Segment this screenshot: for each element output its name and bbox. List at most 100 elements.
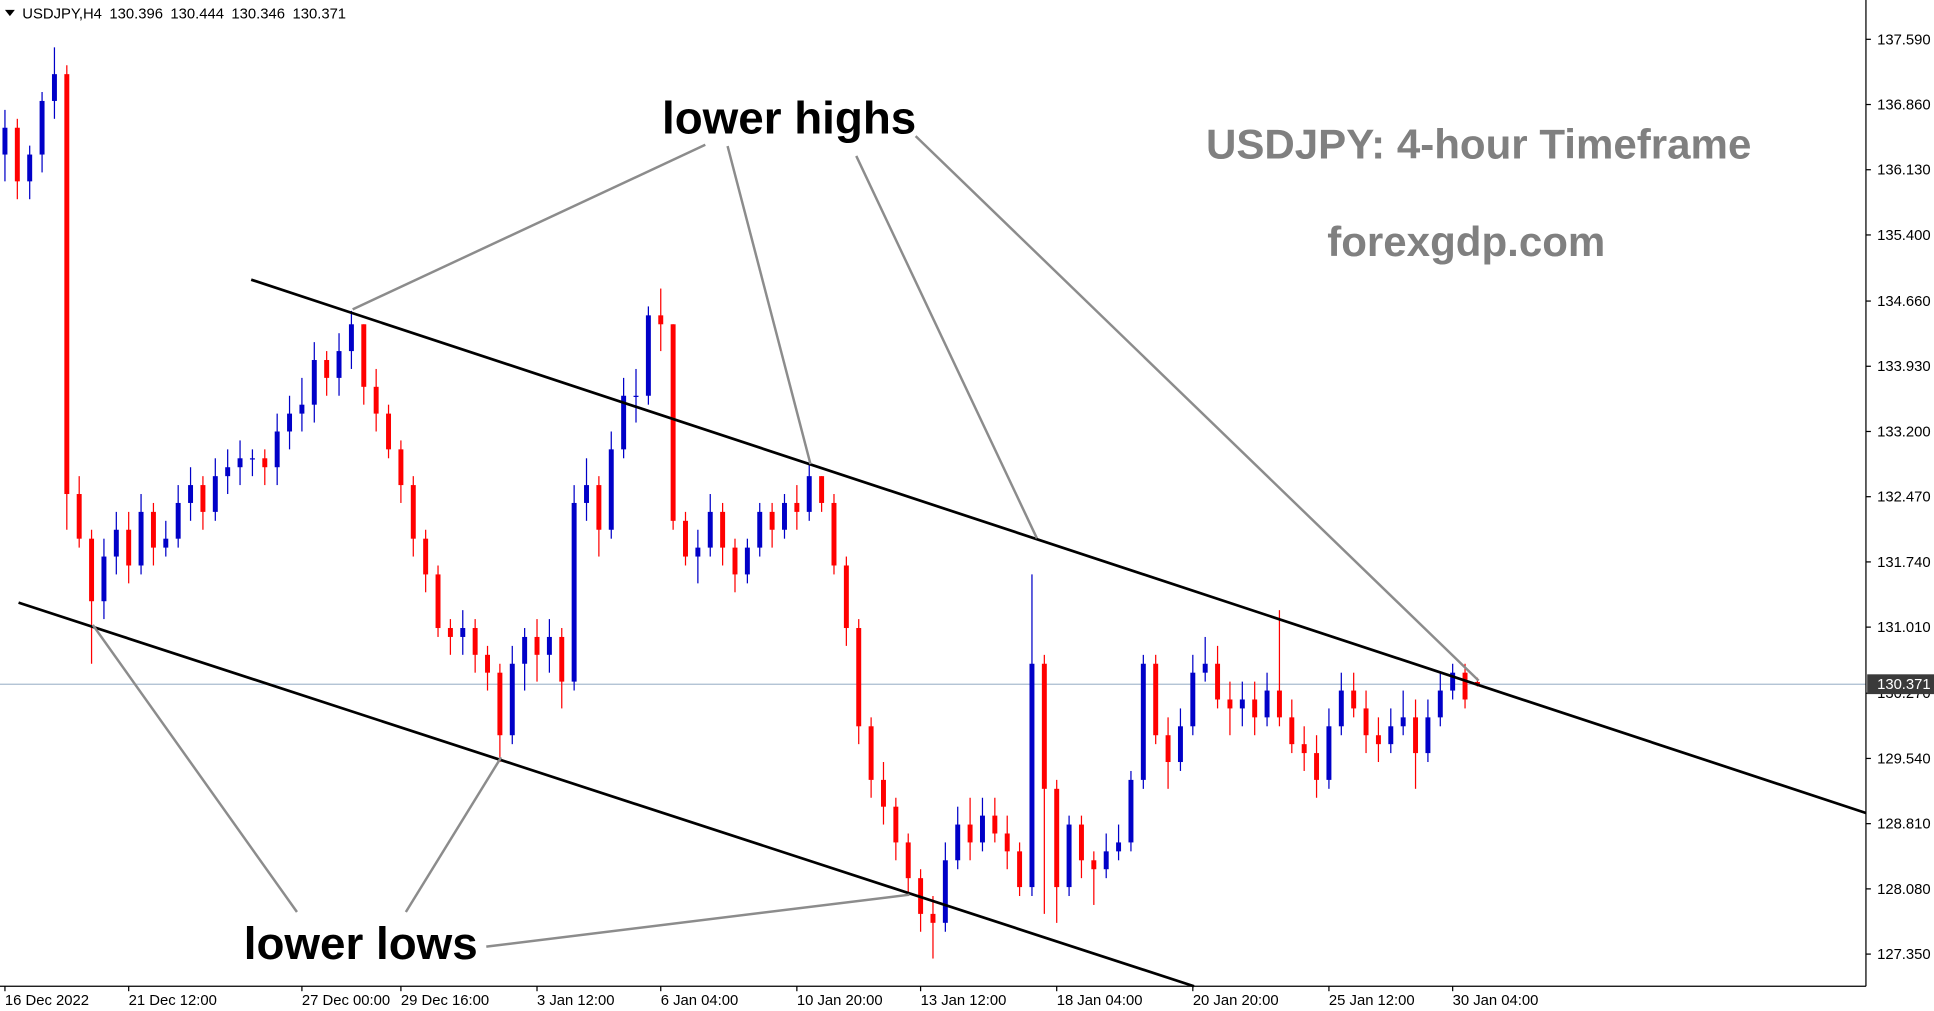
candle-body xyxy=(856,628,862,727)
candle-body xyxy=(930,913,936,923)
pointer-line xyxy=(486,893,910,948)
candle-body xyxy=(794,502,800,512)
header-value: 130.346 xyxy=(231,7,285,23)
candle-body xyxy=(1004,833,1010,852)
pointer-line xyxy=(352,143,706,311)
candle-body xyxy=(1140,663,1146,780)
candle-body xyxy=(942,860,948,923)
candle-body xyxy=(1252,699,1258,718)
candle-body xyxy=(1202,663,1208,673)
price-label-bg xyxy=(1867,674,1934,695)
candle-body xyxy=(1153,663,1159,736)
y-tick-label: 129.540 xyxy=(1877,751,1931,767)
y-tick-label: 127.350 xyxy=(1877,947,1931,963)
candle-body xyxy=(621,395,627,450)
candle-body xyxy=(509,663,515,736)
y-tick-label: 128.080 xyxy=(1877,882,1931,898)
candle-body xyxy=(769,511,775,530)
candle-body xyxy=(1425,717,1431,754)
candle-body xyxy=(831,502,837,566)
header-value: 130.444 xyxy=(170,7,224,23)
candle-body xyxy=(51,74,57,101)
candle-body xyxy=(76,494,82,539)
x-tick-label: 20 Jan 20:00 xyxy=(1193,993,1279,1009)
candle-body xyxy=(1091,860,1097,870)
candle-body xyxy=(113,529,119,557)
candle-body xyxy=(1351,690,1357,709)
candle-body xyxy=(806,476,812,512)
candle-body xyxy=(670,324,676,521)
x-tick-label: 13 Jan 12:00 xyxy=(921,993,1007,1009)
candle-body xyxy=(1165,735,1171,763)
candle-body xyxy=(39,100,45,155)
y-tick-label: 133.200 xyxy=(1877,424,1931,440)
pointer-line xyxy=(404,756,503,913)
candle-body xyxy=(287,413,293,432)
candle-body xyxy=(1054,788,1060,888)
candle-body xyxy=(868,726,874,780)
candle-body xyxy=(1276,690,1282,718)
candle-body xyxy=(423,538,429,575)
candle-body xyxy=(571,502,577,682)
candle-body xyxy=(212,476,218,512)
candle-body xyxy=(1462,672,1468,700)
candle-body xyxy=(1128,779,1134,843)
candle-body xyxy=(584,485,589,503)
candle-body xyxy=(138,511,144,566)
candle-body xyxy=(1338,690,1344,727)
annotation: lower highs xyxy=(662,93,916,144)
candle-body xyxy=(348,324,354,352)
upper-trendline xyxy=(250,278,1867,815)
candle-body xyxy=(398,449,404,486)
x-tick-label: 16 Dec 2022 xyxy=(5,993,89,1009)
candle-body xyxy=(955,824,961,861)
candle-body xyxy=(386,413,392,450)
candle-body xyxy=(485,654,490,673)
candle-body xyxy=(262,458,268,468)
x-tick-label: 29 Dec 16:00 xyxy=(401,993,489,1009)
y-tick-label: 131.740 xyxy=(1877,555,1931,571)
candle-body xyxy=(782,502,787,530)
candle-body xyxy=(1239,699,1245,709)
candle-body xyxy=(299,404,305,414)
x-tick-label: 27 Dec 00:00 xyxy=(302,993,390,1009)
y-tick-label: 136.860 xyxy=(1877,97,1931,113)
candle-body xyxy=(1375,735,1381,745)
candle-body xyxy=(336,351,342,378)
candle-body xyxy=(14,127,20,182)
candle-body xyxy=(200,485,206,512)
candle-body xyxy=(608,449,614,530)
candle-body xyxy=(843,565,849,629)
candle-body xyxy=(645,315,651,396)
candle-body xyxy=(1474,681,1480,685)
candle-body xyxy=(1363,708,1369,736)
pointer-line xyxy=(726,145,812,465)
pointer-line xyxy=(855,155,1039,539)
x-tick-label: 25 Jan 12:00 xyxy=(1329,993,1415,1009)
x-tick-label: 18 Jan 04:00 xyxy=(1057,993,1143,1009)
candle-body xyxy=(546,636,552,655)
candle-body xyxy=(1301,744,1307,754)
candle-body xyxy=(707,511,713,548)
y-tick-label: 135.400 xyxy=(1877,228,1931,244)
candle-body xyxy=(992,815,998,834)
menu-arrow[interactable] xyxy=(4,9,15,17)
candle-body xyxy=(979,815,985,843)
y-tick-label: 134.660 xyxy=(1877,294,1931,310)
candle-body xyxy=(1177,726,1183,763)
candle-body xyxy=(126,529,132,566)
candle-body xyxy=(361,324,367,387)
candle-body xyxy=(447,628,453,637)
header-value: 130.396 xyxy=(109,7,163,23)
candle-body xyxy=(324,360,330,378)
y-tick-label: 132.470 xyxy=(1877,490,1931,506)
candle-body xyxy=(89,538,95,602)
x-tick-label: 10 Jan 20:00 xyxy=(797,993,883,1009)
candle-body xyxy=(1413,717,1419,754)
symbol-header: USDJPY,H4 130.396 130.444 130.346 130.371 xyxy=(22,7,346,23)
y-tick-label: 131.010 xyxy=(1877,620,1931,636)
candle-body xyxy=(1215,663,1221,700)
candle-body xyxy=(472,628,478,655)
candle-body xyxy=(497,672,503,736)
